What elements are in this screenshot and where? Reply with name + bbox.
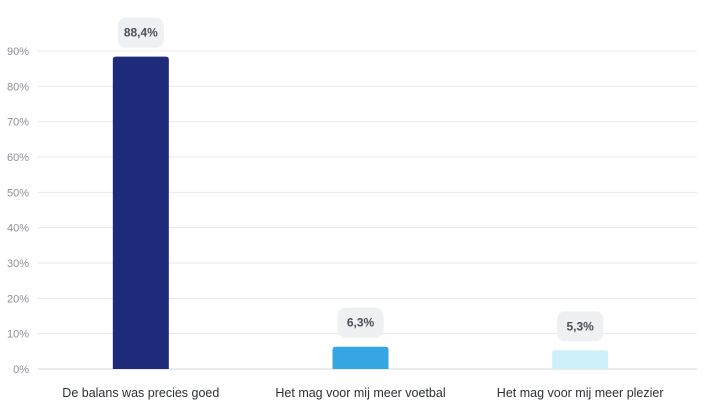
y-tick-label: 50% (7, 187, 29, 199)
y-tick-label: 70% (7, 117, 29, 129)
category-label: De balans was precies goed (62, 386, 219, 400)
data-label-background (117, 17, 164, 48)
x-axis-categories: De balans was precies goed Het mag voor m… (62, 386, 663, 400)
y-tick-label: 20% (7, 293, 29, 305)
bar (332, 346, 389, 369)
y-tick-label: 40% (7, 223, 29, 235)
data-label: 6,3% (337, 307, 384, 338)
data-label: 88,4% (117, 17, 164, 48)
data-label-text: 5,3% (566, 319, 594, 333)
bar (552, 350, 609, 369)
data-label-text: 88,4% (124, 26, 158, 40)
data-label: 5,3% (557, 311, 604, 342)
category-label: Het mag voor mij meer voetbal (275, 386, 445, 400)
category-label: Het mag voor mij meer plezier (497, 386, 664, 400)
data-label-background (557, 311, 604, 342)
y-tick-label: 0% (13, 364, 29, 376)
y-tick-label: 10% (7, 329, 29, 341)
bars (112, 56, 609, 370)
data-labels: 88,4% 6,3% 5,3% (117, 17, 604, 342)
y-axis-ticks: 0% 10% 20% 30% 40% 50% 60% 70% 80% 90% (7, 46, 29, 376)
data-label-text: 6,3% (347, 316, 375, 330)
y-tick-label: 90% (7, 46, 29, 58)
data-label-background (337, 307, 384, 338)
y-tick-label: 30% (7, 258, 29, 270)
y-tick-label: 80% (7, 81, 29, 93)
bar (112, 56, 169, 370)
y-tick-label: 60% (7, 152, 29, 164)
